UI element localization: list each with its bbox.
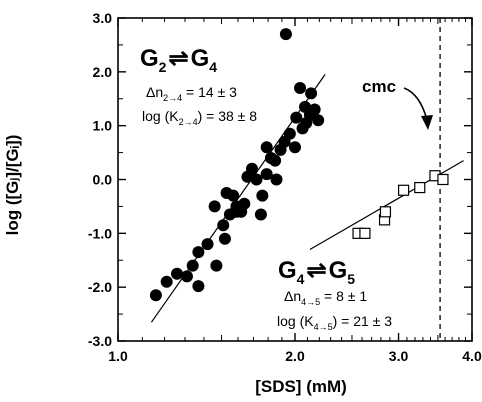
data-point-circle <box>279 28 292 41</box>
data-point-circle <box>308 103 321 116</box>
data-point-circle <box>254 208 267 221</box>
data-point-circle <box>171 267 184 280</box>
data-point-circle <box>312 114 325 127</box>
delta-n-label-4-5: Δn4→5 = 8 ± 1 <box>284 288 367 307</box>
y-axis-title: log ([Gⱼ]/[Gᵢ]) <box>3 135 22 236</box>
x-tick-label: 1.0 <box>108 348 128 364</box>
data-point-circle <box>227 189 240 202</box>
y-tick-label: 1.0 <box>93 118 113 134</box>
data-point-circle <box>250 173 263 186</box>
log-k-label-4-5: log (K4→5) = 21 ± 3 <box>277 313 392 332</box>
data-point-circle <box>186 259 199 272</box>
y-tick-label: 2.0 <box>93 64 113 80</box>
y-tick-label: 0.0 <box>93 172 113 188</box>
data-point-circle <box>283 127 296 140</box>
equilibrium-label-g2-g4: G2⇌G4 <box>140 45 217 75</box>
data-point-circle <box>245 162 258 175</box>
data-point-circle <box>192 280 205 293</box>
data-point-circle <box>218 232 231 245</box>
y-tick-label: -3.0 <box>88 333 112 349</box>
data-point-square <box>359 227 371 239</box>
data-point-circle <box>210 259 223 272</box>
cmc-label: cmc <box>362 77 396 96</box>
data-point-circle <box>208 200 221 213</box>
data-point-circle <box>256 189 269 202</box>
y-tick-label: 3.0 <box>93 10 113 26</box>
data-point-circle <box>270 173 283 186</box>
data-point-circle <box>290 111 303 124</box>
data-point-square <box>437 173 449 186</box>
y-tick-label: -1.0 <box>88 225 112 241</box>
data-point-circle <box>260 141 273 154</box>
data-point-square <box>414 181 426 194</box>
data-point-circle <box>149 289 162 302</box>
x-axis-title: [SDS] (mM) <box>255 377 347 396</box>
data-point-circle <box>289 141 301 154</box>
data-point-circle <box>294 81 307 94</box>
log-k-label-2-4: log (K2→4) = 38 ± 8 <box>142 108 257 127</box>
y-tick-label: -2.0 <box>88 279 112 295</box>
cmc-arrowhead <box>421 115 433 130</box>
data-point-circle <box>192 246 205 259</box>
data-point-circle <box>269 154 282 167</box>
cmc-arrow <box>403 87 428 121</box>
data-point-circle <box>260 168 273 181</box>
delta-n-label-2-4: Δn2→4 = 14 ± 3 <box>146 84 237 103</box>
tick-labels: 1.0 2.0 3.0 4.0 -3.0 -2.0 -1.0 0.0 1.0 2.0 3.0 <box>88 10 482 364</box>
data-point-circle <box>217 219 230 232</box>
data-point-square <box>397 184 410 196</box>
data-point-circle <box>238 197 251 210</box>
x-tick-label: 4.0 <box>462 348 482 364</box>
data-point-circle <box>180 270 193 283</box>
x-tick-label: 2.0 <box>285 348 305 364</box>
axes-layer <box>117 17 473 342</box>
data-point-circle <box>305 87 318 100</box>
data-point-circle <box>160 275 173 288</box>
data-marks <box>149 28 449 302</box>
data-point-square <box>379 206 392 218</box>
equilibrium-label-g4-g5: G4⇌G5 <box>278 257 355 287</box>
data-point-circle <box>201 238 214 251</box>
x-tick-label: 3.0 <box>389 348 409 364</box>
